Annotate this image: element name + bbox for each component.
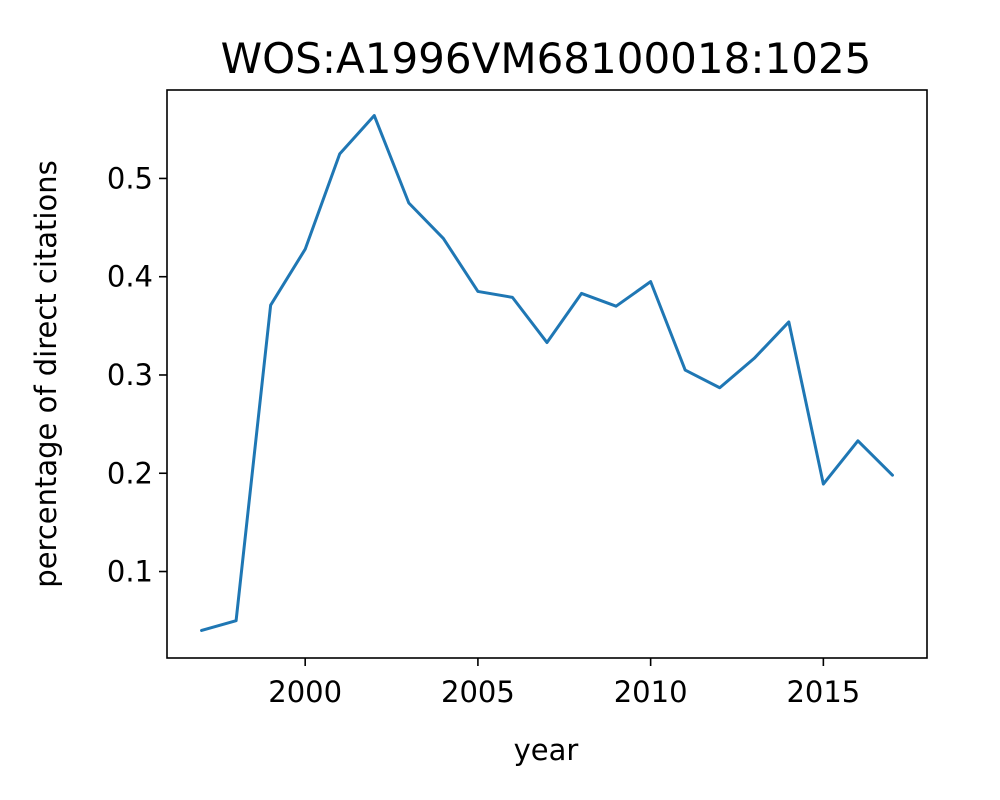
y-axis: 0.1 0.2 0.3 0.4 0.5 (107, 161, 167, 589)
y-tick-label: 0.3 (107, 358, 153, 392)
x-axis: 2000 2005 2010 2015 (268, 658, 860, 709)
plot-frame (166, 89, 928, 659)
x-axis-label: year (514, 733, 579, 767)
x-tick-label: 2015 (786, 675, 860, 709)
y-tick-label: 0.2 (107, 456, 153, 490)
y-axis-label: percentage of direct citations (29, 160, 63, 587)
x-tick-label: 2005 (441, 675, 515, 709)
y-tick-label: 0.5 (107, 161, 153, 195)
y-tick-label: 0.1 (107, 555, 153, 589)
y-tick-label: 0.4 (107, 260, 153, 294)
chart-title: WOS:A1996VM68100018:1025 (221, 34, 872, 83)
x-tick-label: 2000 (268, 675, 342, 709)
series-line (200, 114, 894, 632)
series-group (200, 114, 894, 632)
x-tick-label: 2010 (614, 675, 688, 709)
